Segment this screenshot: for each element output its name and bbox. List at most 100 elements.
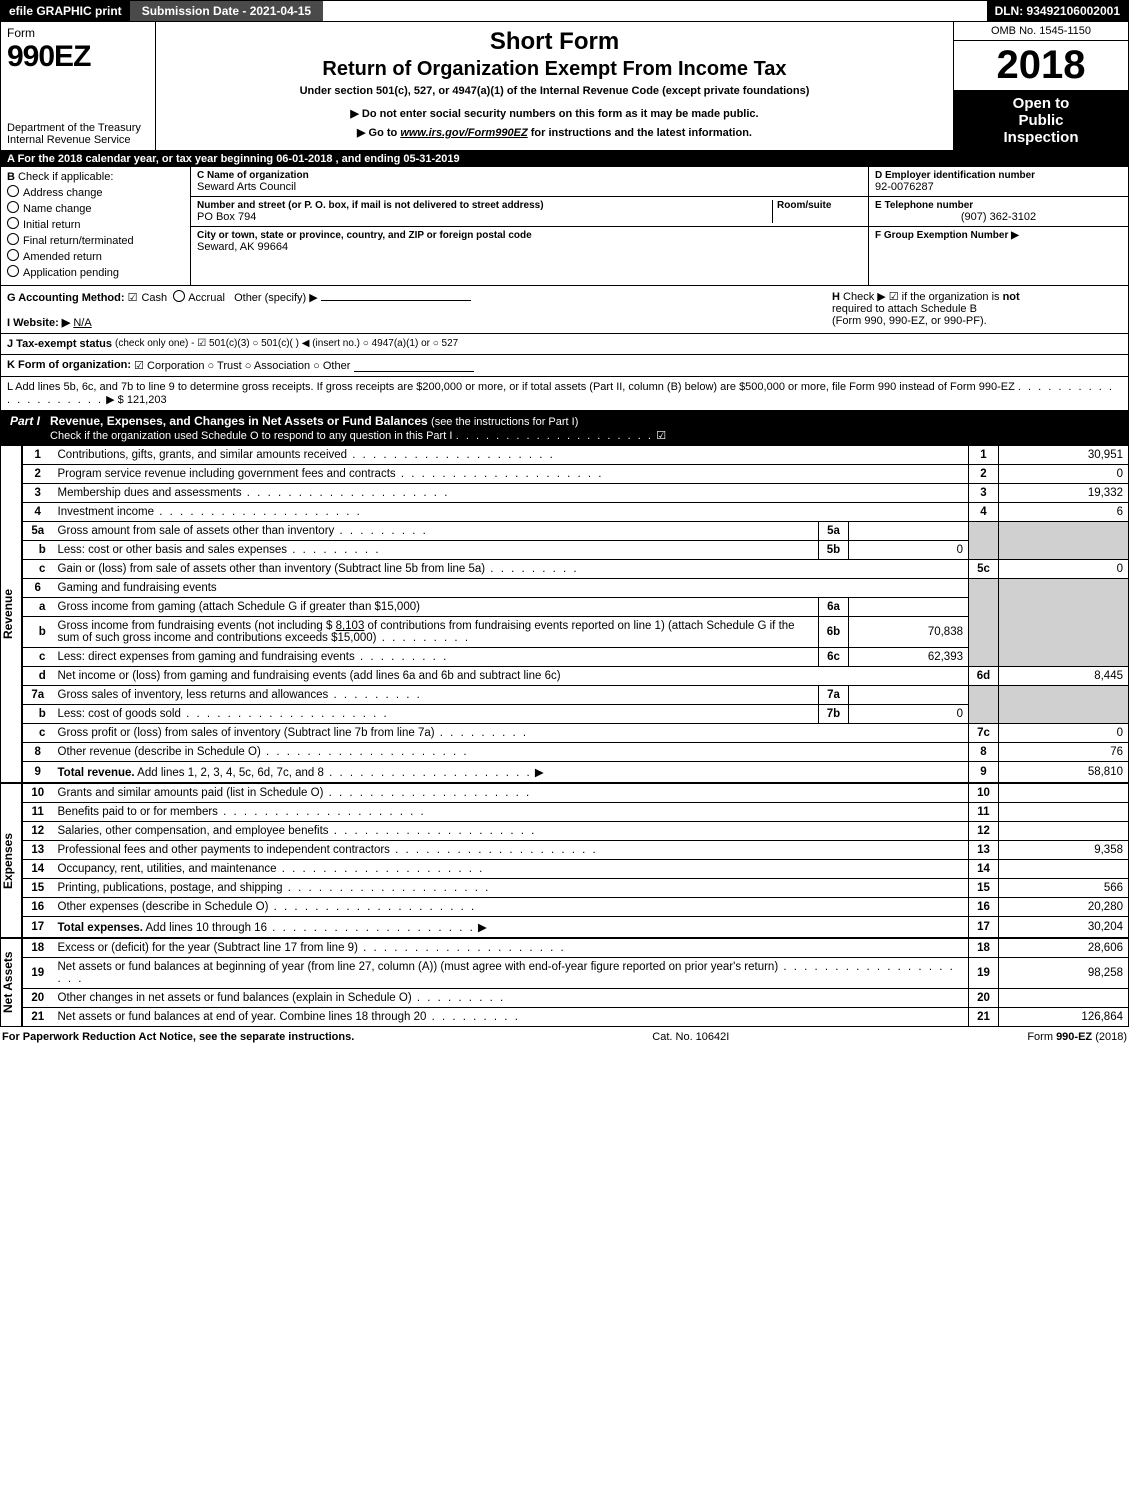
line15-desc: Printing, publications, postage, and shi… (58, 882, 283, 894)
k-other-input[interactable] (354, 359, 474, 372)
h-text1: Check ▶ ☑ if the organization is (843, 291, 1003, 303)
line20-val (999, 989, 1129, 1008)
part1-label: Part I (6, 414, 50, 442)
line13-desc: Professional fees and other payments to … (58, 844, 390, 856)
check-amended-return[interactable]: Amended return (7, 249, 184, 263)
line5b-sub: 0 (849, 541, 969, 560)
top-bar: efile GRAPHIC print Submission Date - 20… (0, 0, 1129, 22)
line10-desc: Grants and similar amounts paid (list in… (58, 787, 324, 799)
org-name: Seward Arts Council (197, 181, 862, 193)
line-17: 17 Total expenses. Add lines 10 through … (23, 917, 1129, 938)
k-row: K Form of organization: ☑ Corporation ○ … (0, 355, 1129, 377)
line-13: 13 Professional fees and other payments … (23, 841, 1129, 860)
line6d-desc: Net income or (loss) from gaming and fun… (58, 670, 561, 682)
line6a-sub (849, 598, 969, 617)
form-number: 990EZ (7, 40, 149, 74)
goto-post: for instructions and the latest informat… (528, 127, 752, 139)
part1-header: Part I Revenue, Expenses, and Changes in… (0, 411, 1129, 445)
g-accrual-label: Accrual (188, 292, 225, 304)
form-header: Form 990EZ Department of the Treasury In… (0, 22, 1129, 151)
line17-desc2: Add lines 10 through 16 (143, 922, 267, 934)
line11-desc: Benefits paid to or for members (58, 806, 218, 818)
line-7a: 7a Gross sales of inventory, less return… (23, 686, 1129, 705)
h-not: not (1003, 291, 1020, 303)
line5c-val: 0 (999, 560, 1129, 579)
g-other-input[interactable] (321, 300, 471, 301)
part1-sub: (see the instructions for Part I) (431, 416, 578, 428)
check-final-return[interactable]: Final return/terminated (7, 233, 184, 247)
line18-val: 28,606 (999, 939, 1129, 958)
line-11: 11 Benefits paid to or for members 11 (23, 803, 1129, 822)
line1-desc: Contributions, gifts, grants, and simila… (58, 449, 348, 461)
short-form-title: Short Form (166, 28, 943, 56)
line16-val: 20,280 (999, 898, 1129, 917)
check-address-change[interactable]: Address change (7, 185, 184, 199)
line6b-sub: 70,838 (849, 617, 969, 648)
expenses-table: 10 Grants and similar amounts paid (list… (22, 783, 1129, 938)
line3-val: 19,332 (999, 484, 1129, 503)
line5b-desc: Less: cost or other basis and sales expe… (58, 544, 288, 556)
org-address: PO Box 794 (197, 211, 772, 223)
h-text3: (Form 990, 990-EZ, or 990-PF). (832, 315, 987, 327)
line21-val: 126,864 (999, 1008, 1129, 1027)
h-label: H (832, 291, 840, 303)
accounting-row: G Accounting Method: Cash Accrual Other … (0, 286, 1129, 334)
line19-val: 98,258 (999, 958, 1129, 989)
g-label: G Accounting Method: (7, 292, 125, 304)
line-9: 9 Total revenue. Add lines 1, 2, 3, 4, 5… (23, 762, 1129, 783)
line-5c: c Gain or (loss) from sale of assets oth… (23, 560, 1129, 579)
line-6a: a Gross income from gaming (attach Sched… (23, 598, 1129, 617)
check-application-pending[interactable]: Application pending (7, 265, 184, 279)
k-text: ☑ Corporation ○ Trust ○ Association ○ Ot… (134, 359, 350, 372)
revenue-section: Revenue 1 Contributions, gifts, grants, … (0, 445, 1129, 783)
line17-desc: Total expenses. (58, 922, 143, 934)
irs-link[interactable]: www.irs.gov/Form990EZ (400, 127, 527, 139)
line14-desc: Occupancy, rent, utilities, and maintena… (58, 863, 277, 875)
dept-irs: Internal Revenue Service (7, 134, 131, 146)
line7a-desc: Gross sales of inventory, less returns a… (58, 689, 329, 701)
line5a-desc: Gross amount from sale of assets other t… (58, 525, 335, 537)
page-footer: For Paperwork Reduction Act Notice, see … (0, 1027, 1129, 1047)
d-label: D Employer identification number (875, 170, 1122, 181)
telephone: (907) 362-3102 (875, 211, 1122, 223)
expenses-sidebar: Expenses (0, 783, 22, 938)
line-6b: b Gross income from fundraising events (… (23, 617, 1129, 648)
line-19: 19 Net assets or fund balances at beginn… (23, 958, 1129, 989)
entity-block: B Check if applicable: Address change Na… (0, 167, 1129, 286)
line6b-pre: Gross income from fundraising events (no… (58, 620, 336, 632)
line3-desc: Membership dues and assessments (58, 487, 242, 499)
goto-pre: Go to (369, 127, 401, 139)
department-label: Department of the Treasury Internal Reve… (7, 122, 149, 146)
line4-desc: Investment income (58, 506, 155, 518)
line-4: 4 Investment income 4 6 (23, 503, 1129, 522)
omb-number: OMB No. 1545-1150 (954, 22, 1128, 41)
g-cash-check[interactable]: Cash (128, 292, 168, 304)
line14-val (999, 860, 1129, 879)
line6c-sub: 62,393 (849, 648, 969, 667)
check-initial-return[interactable]: Initial return (7, 217, 184, 231)
line11-val (999, 803, 1129, 822)
line9-desc: Total revenue. (58, 767, 135, 779)
open-to-public: Open to Public Inspection (954, 91, 1128, 150)
g-accrual-check[interactable] (170, 292, 188, 304)
line7c-val: 0 (999, 724, 1129, 743)
b-text: Check if applicable: (18, 171, 113, 183)
part1-check-line: Check if the organization used Schedule … (50, 430, 452, 442)
check-name-change[interactable]: Name change (7, 201, 184, 215)
line16-desc: Other expenses (describe in Schedule O) (58, 901, 269, 913)
section-c: C Name of organization Seward Arts Counc… (191, 167, 868, 285)
line6-desc: Gaming and fundraising events (58, 582, 217, 594)
line6b-amt: 8,103 (336, 620, 365, 632)
line-6c: c Less: direct expenses from gaming and … (23, 648, 1129, 667)
footer-right: Form 990-EZ (2018) (1027, 1031, 1127, 1043)
f-label: F Group Exemption Number ▶ (875, 230, 1122, 241)
line19-desc: Net assets or fund balances at beginning… (58, 961, 779, 973)
line-5a: 5a Gross amount from sale of assets othe… (23, 522, 1129, 541)
line2-val: 0 (999, 465, 1129, 484)
line9-val: 58,810 (999, 762, 1129, 783)
line-16: 16 Other expenses (describe in Schedule … (23, 898, 1129, 917)
line2-desc: Program service revenue including govern… (58, 468, 396, 480)
b-label: B (7, 171, 15, 183)
line7b-desc: Less: cost of goods sold (58, 708, 181, 720)
line12-desc: Salaries, other compensation, and employ… (58, 825, 329, 837)
